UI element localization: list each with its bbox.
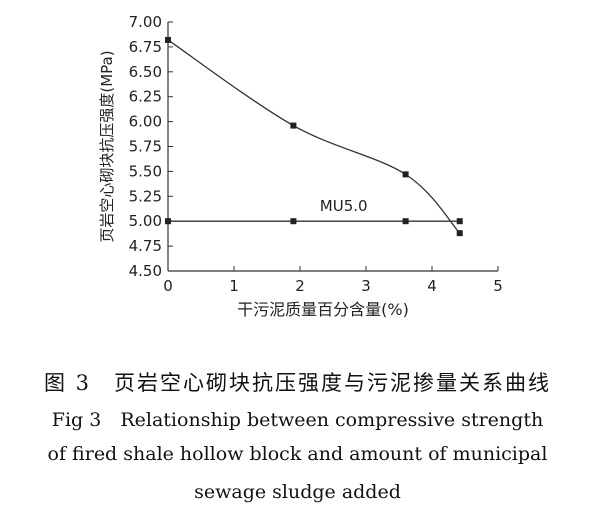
plot-area: 4.50 4.75 5.00 5.25 5.50 5.75 6.00 6.25 6.50 6.75… (98, 13, 503, 319)
strength-data-point (456, 230, 463, 237)
strength-data-point (290, 122, 297, 129)
strength-fit-curve (167, 39, 461, 234)
x-tick-label: 0 (163, 277, 173, 295)
strength-data-point (402, 171, 409, 178)
mu50-annotation: MU5.0 (320, 197, 368, 215)
y-tick-label: 7.00 (129, 13, 162, 31)
mu50-data-point (456, 218, 463, 225)
mu50-data-point (290, 218, 297, 225)
mu50-data-point (165, 218, 171, 225)
y-tick-label: 4.50 (129, 262, 162, 280)
x-tick-label: 4 (427, 277, 437, 295)
y-tick-label: 6.00 (129, 113, 162, 131)
x-tick-label: 5 (493, 277, 503, 295)
y-axis-label: 页岩空心砌块抗压强度(MPa) (98, 50, 116, 242)
x-axis-label: 干污泥质量百分含量(%) (237, 300, 409, 319)
y-tick-label: 5.75 (129, 138, 162, 156)
mu50-data-point (402, 218, 409, 225)
figure-caption-english-line-1: Fig 3 Relationship between compressive s… (51, 409, 544, 431)
y-tick-label: 6.75 (129, 38, 162, 56)
strength-data-point (165, 36, 171, 43)
y-tick-label: 6.50 (129, 63, 162, 81)
y-tick-label: 6.25 (129, 88, 162, 106)
y-tick-label: 5.25 (129, 187, 162, 205)
chart: 4.50 4.75 5.00 5.25 5.50 5.75 6.00 6.25 6.50 6.75… (98, 13, 503, 319)
y-tick-label: 4.75 (129, 237, 162, 255)
figure-caption-english-line-2: of fired shale hollow block and amount o… (47, 443, 548, 465)
figure-caption-english-line-3: sewage sludge added (194, 481, 401, 503)
figure-caption-chinese: 图 3 页岩空心砌块抗压强度与污泥掺量关系曲线 (43, 371, 552, 395)
x-tick-label: 2 (295, 277, 305, 295)
y-tick-label: 5.00 (129, 212, 162, 230)
x-tick-label: 1 (229, 277, 239, 295)
x-tick-label: 3 (361, 277, 371, 295)
y-tick-label: 5.50 (129, 162, 162, 180)
